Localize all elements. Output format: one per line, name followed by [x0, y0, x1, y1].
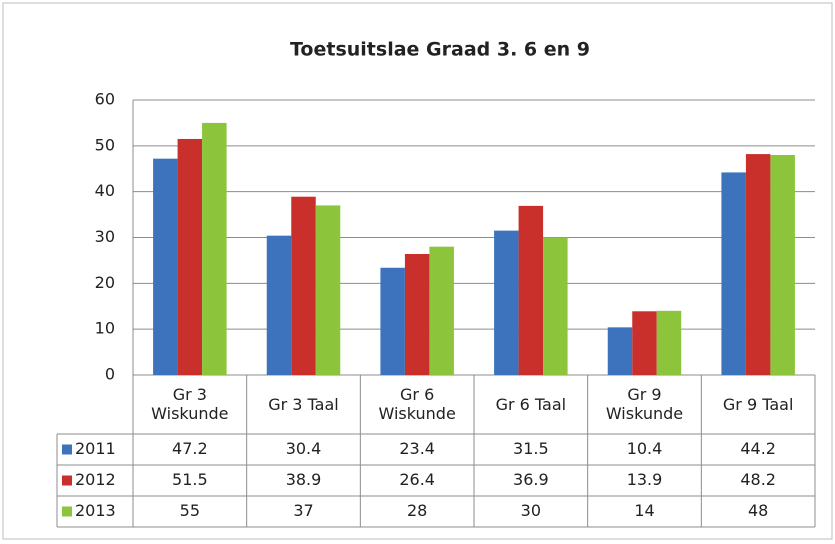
table-value: 47.2: [172, 439, 208, 458]
table-value: 36.9: [513, 470, 549, 489]
legend-swatch: [62, 444, 72, 455]
legend-swatch: [62, 475, 72, 486]
legend-label: 2012: [75, 470, 116, 489]
legend-label: 2011: [75, 439, 116, 458]
table-value: 55: [180, 501, 200, 520]
bar: [494, 230, 519, 375]
table-value: 31.5: [513, 439, 549, 458]
bar: [770, 155, 795, 375]
x-tick-label-box: Gr 3 Wiskunde: [151, 385, 229, 423]
x-tick-label-box: Gr 9 Taal: [722, 394, 794, 414]
y-tick-label: 0: [105, 365, 115, 384]
chart-title: Toetsuitslae Graad 3. 6 en 9: [290, 39, 590, 61]
table-value: 44.2: [740, 439, 776, 458]
table-value: 48: [748, 501, 768, 520]
bar: [632, 311, 657, 375]
table-value: 10.4: [627, 439, 663, 458]
y-tick-label: 60: [95, 90, 115, 109]
bar: [607, 327, 633, 375]
bar: [518, 205, 544, 375]
bar: [543, 237, 568, 375]
x-tick-label-box: Gr 9 Wiskunde: [605, 385, 684, 423]
table-value: 30: [521, 501, 541, 520]
bar: [266, 235, 292, 375]
x-tick-label: Gr 6 Taal: [495, 394, 567, 414]
table-value: 23.4: [399, 439, 435, 458]
y-tick-label: 20: [95, 273, 115, 292]
x-tick-label: Gr 9 Wiskunde: [605, 385, 684, 423]
x-tick-label: Gr 6 Wiskunde: [378, 385, 456, 423]
table-value: 14: [634, 501, 654, 520]
bar: [721, 172, 746, 375]
table-value: 37: [293, 501, 313, 520]
bar: [315, 205, 341, 375]
bar: [380, 267, 405, 375]
bar: [177, 138, 203, 375]
legend-label: 2013: [75, 501, 116, 520]
table-value: 30.4: [286, 439, 322, 458]
table-value: 38.9: [286, 470, 322, 489]
bar: [745, 154, 771, 375]
y-tick-label: 50: [95, 135, 115, 154]
table-value: 28: [407, 501, 427, 520]
bar: [291, 196, 316, 375]
bar: [429, 246, 454, 375]
bar: [404, 254, 430, 375]
x-tick-label: Gr 3 Taal: [268, 394, 339, 414]
table-value: 13.9: [627, 470, 663, 489]
y-tick-label: 10: [95, 319, 115, 338]
y-tick-label: 30: [95, 227, 115, 246]
x-tick-label-box: Gr 3 Taal: [268, 394, 339, 414]
x-tick-label-box: Gr 6 Wiskunde: [378, 385, 456, 423]
y-tick-label: 40: [95, 181, 115, 200]
bar: [153, 158, 178, 375]
table-value: 51.5: [172, 470, 208, 489]
x-tick-label-box: Gr 6 Taal: [495, 394, 567, 414]
x-tick-label: Gr 3 Wiskunde: [151, 385, 229, 423]
x-tick-label: Gr 9 Taal: [722, 394, 794, 414]
bar: [656, 310, 682, 375]
bar: [202, 122, 227, 376]
table-value: 48.2: [740, 470, 776, 489]
table-value: 26.4: [399, 470, 435, 489]
legend-swatch: [62, 506, 72, 517]
